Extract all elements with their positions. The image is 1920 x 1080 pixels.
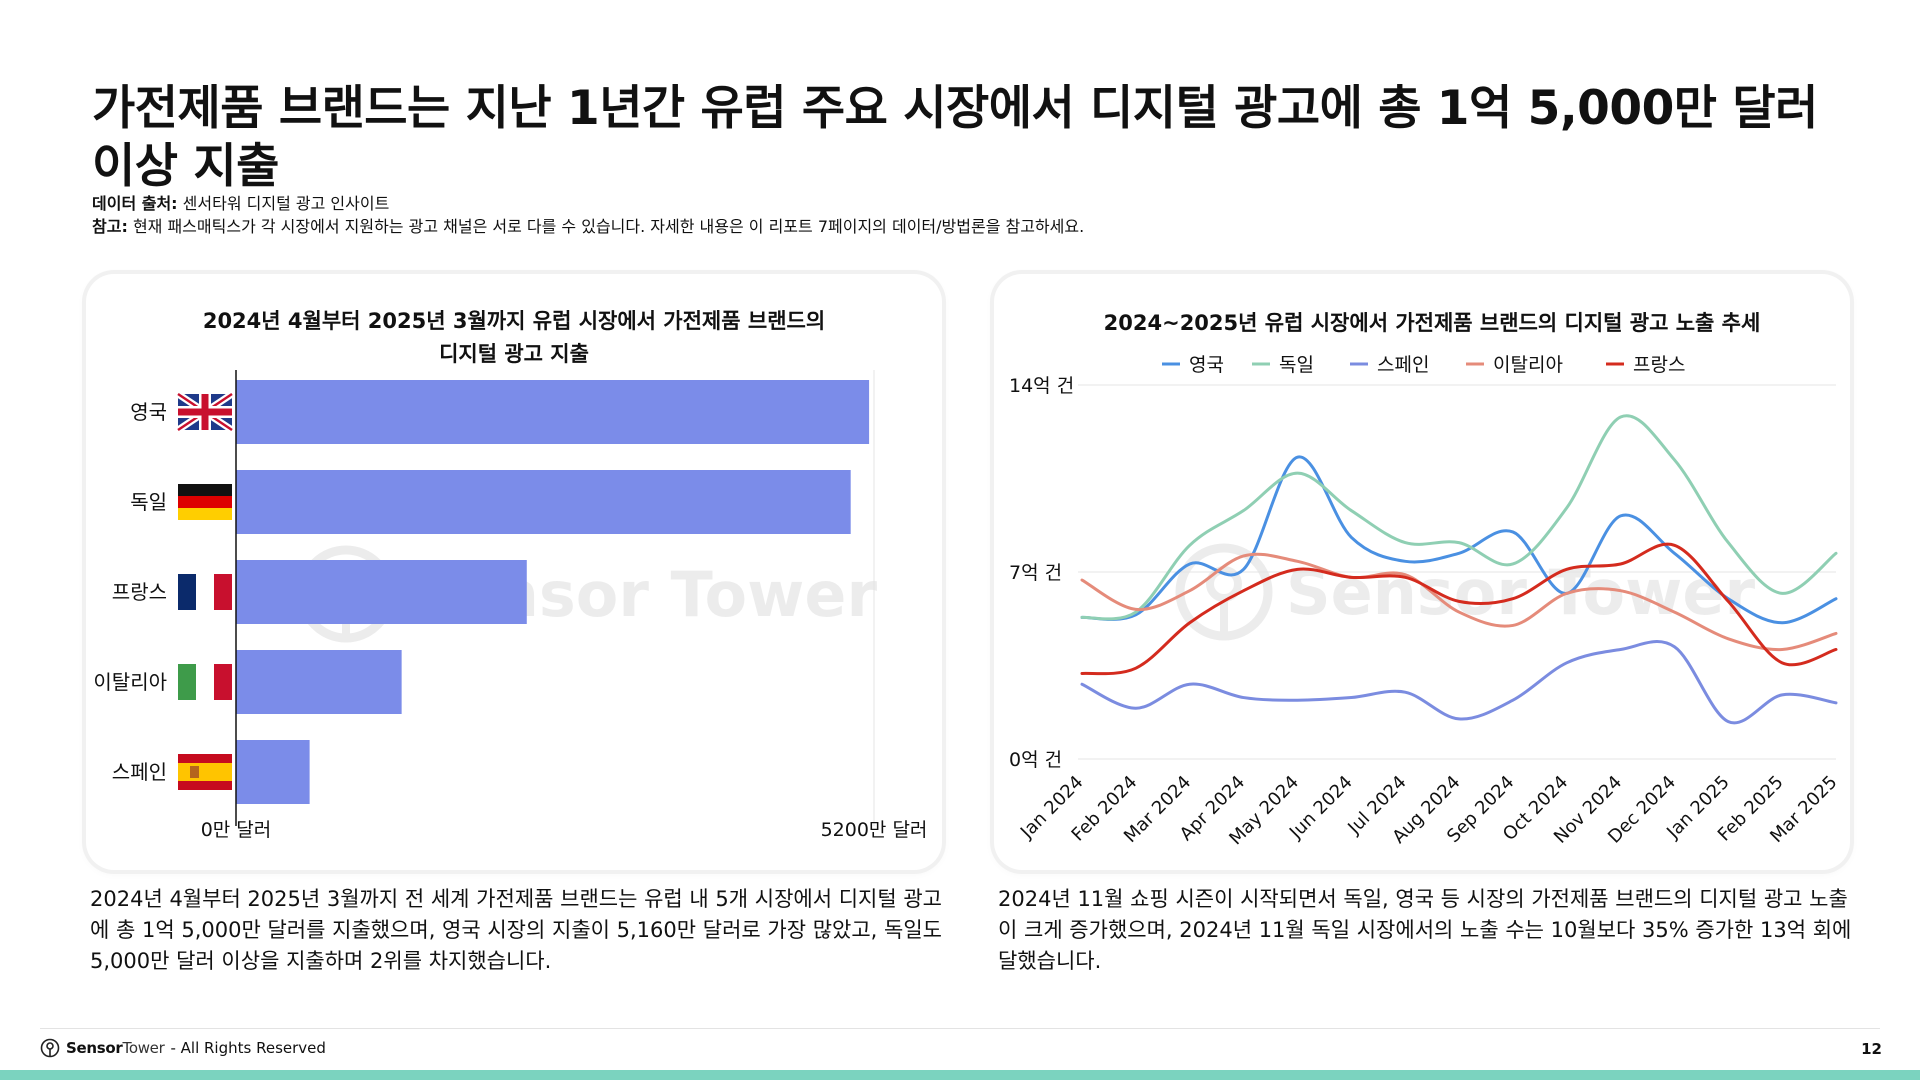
x-tick-label: 5200만 달러: [821, 819, 928, 841]
source-text: 센서타워 디지털 광고 인사이트: [182, 194, 390, 213]
sensor-tower-logo-icon: [40, 1038, 60, 1058]
legend-label: 프랑스: [1633, 354, 1685, 376]
footer-rights: - All Rights Reserved: [170, 1039, 326, 1057]
spain-flag-yellow: [178, 763, 232, 781]
series-line: [1080, 414, 1838, 621]
bar-category-label: 프랑스: [112, 580, 167, 604]
france-flag-icon: [178, 574, 232, 610]
legend-item: 독일: [1252, 354, 1314, 376]
italy-flag-icon: [178, 664, 232, 700]
reference-text: 현재 패스매틱스가 각 시장에서 지원하는 광고 채널은 서로 다를 수 있습니…: [132, 217, 1085, 236]
reference-note: 참고: 현재 패스매틱스가 각 시장에서 지원하는 광고 채널은 서로 다를 수…: [92, 216, 1084, 238]
sensor-tower-watermark: Sensor Tower: [1175, 543, 1755, 641]
footer-brand-light: Tower: [122, 1039, 165, 1057]
watermark-logo-icon: [1175, 543, 1273, 641]
france-flag-red: [214, 574, 232, 610]
italy-flag-green: [178, 664, 196, 700]
italy-flag-white: [196, 664, 214, 700]
x-tick-label: 0만 달러: [201, 819, 272, 841]
spain-flag-red: [178, 754, 232, 763]
spain-flag-red: [178, 781, 232, 790]
footer-divider: [40, 1028, 1880, 1029]
line-chart-title: 2024~2025년 유럽 시장에서 가전제품 브랜드의 디지털 광고 노출 추…: [1104, 311, 1761, 335]
bar-chart-caption: 2024년 4월부터 2025년 3월까지 전 세계 가전제품 브랜드는 유럽 …: [90, 887, 942, 973]
bar-chart-card: Sensor Tower 2024년 4월부터 2025년 3월까지 유럽 시장에…: [86, 274, 942, 870]
germany-flag-red: [178, 496, 232, 508]
bar-chart-title-line2: 디지털 광고 지출: [439, 342, 589, 366]
legend-item: 이탈리아: [1466, 354, 1563, 376]
reference-label: 참고:: [92, 217, 128, 236]
bar: [236, 560, 527, 624]
legend-label: 스페인: [1377, 354, 1429, 376]
series-line: [1080, 640, 1838, 725]
series-line: [1080, 542, 1838, 676]
bar-category-label: 독일: [130, 490, 167, 514]
impressions-line-chart: Sensor Tower 2024~2025년 유럽 시장에서 가전제품 브랜드의…: [1009, 311, 1842, 849]
y-tick-label: 14억 건: [1009, 375, 1074, 397]
page-title: 가전제품 브랜드는 지난 1년간 유럽 주요 시장에서 디지털 광고에 총 1억…: [92, 81, 1818, 194]
data-source-note: 데이터 출처: 센서타워 디지털 광고 인사이트: [92, 193, 389, 215]
legend-item: 스페인: [1350, 354, 1429, 376]
bar-row: 독일: [130, 470, 851, 534]
uk-flag-cross-red: [178, 408, 232, 416]
series-line: [1080, 552, 1838, 652]
watermark-text: Sensor Tower: [1286, 556, 1755, 629]
line-chart-caption: 2024년 11월 쇼핑 시즌이 시작되면서 독일, 영국 등 시장의 가전제품…: [998, 887, 1852, 973]
uk-flag-icon: [176, 391, 234, 433]
watermark-logo-inner: [1206, 566, 1242, 602]
germany-flag-icon: [178, 484, 232, 520]
italy-flag-red: [214, 664, 232, 700]
bar-row: 프랑스: [112, 560, 527, 624]
france-flag-blue: [178, 574, 196, 610]
legend-item: 프랑스: [1606, 354, 1685, 376]
spain-flag-icon: [178, 754, 232, 790]
spain-flag-emblem: [190, 766, 199, 778]
legend-label: 영국: [1189, 354, 1224, 376]
source-label: 데이터 출처:: [92, 194, 178, 213]
france-flag-white: [196, 574, 214, 610]
y-tick-label: 0억 건: [1009, 749, 1062, 771]
footer-brand-bold: Sensor: [66, 1039, 123, 1057]
legend-label: 이탈리아: [1493, 354, 1563, 376]
bar-row: 영국: [130, 380, 870, 444]
bar: [236, 650, 402, 714]
page-number: 12: [1861, 1040, 1882, 1058]
footer-brand: SensorTower: [66, 1039, 165, 1057]
bar: [236, 380, 870, 444]
bar-category-label: 영국: [130, 400, 167, 424]
line-chart-card: Sensor Tower 2024~2025년 유럽 시장에서 가전제품 브랜드의…: [994, 274, 1850, 870]
bar-category-label: 이탈리아: [93, 670, 167, 694]
legend-label: 독일: [1279, 354, 1314, 376]
footer: SensorTower - All Rights Reserved: [40, 1038, 326, 1058]
bottom-accent-bar: [0, 1070, 1920, 1080]
bar: [236, 470, 851, 534]
germany-flag-black: [178, 484, 232, 496]
bar-chart-title-line1: 2024년 4월부터 2025년 3월까지 유럽 시장에서 가전제품 브랜드의: [203, 309, 825, 333]
series-line: [1080, 455, 1838, 625]
bar-row: 스페인: [112, 740, 310, 804]
bar-row: 이탈리아: [93, 650, 402, 714]
germany-flag-gold: [178, 508, 232, 520]
bar-category-label: 스페인: [112, 760, 167, 784]
bar: [236, 740, 310, 804]
y-tick-label: 7억 건: [1009, 562, 1062, 584]
legend-item: 영국: [1162, 354, 1224, 376]
